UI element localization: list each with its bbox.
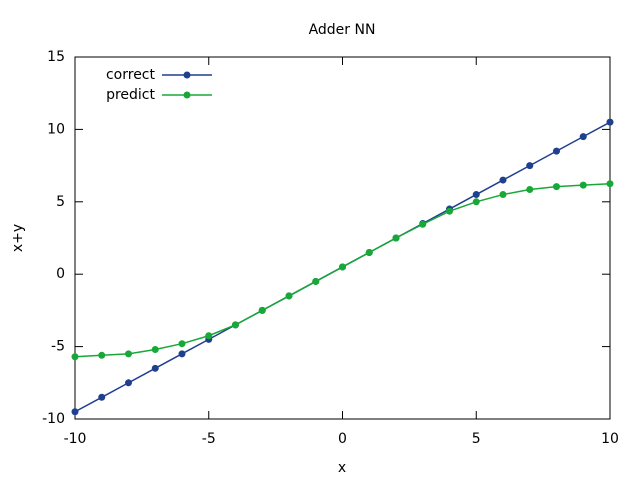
y-tick-label: 0 xyxy=(56,266,65,282)
data-point xyxy=(232,321,239,329)
y-tick-label: 5 xyxy=(56,194,65,210)
x-tick-label: -10 xyxy=(64,431,87,447)
data-point xyxy=(606,118,614,126)
data-point xyxy=(419,220,427,228)
data-point xyxy=(178,350,186,358)
y-tick-label: 15 xyxy=(47,49,65,65)
data-point xyxy=(472,198,480,206)
data-point xyxy=(312,277,320,285)
data-point xyxy=(125,379,132,387)
data-point xyxy=(579,181,587,189)
data-point xyxy=(151,364,159,372)
data-point xyxy=(285,292,293,300)
data-point xyxy=(553,147,560,155)
x-axis-label: x xyxy=(338,460,346,476)
data-point xyxy=(205,332,213,340)
data-point xyxy=(151,345,159,353)
data-point xyxy=(526,162,534,170)
legend-marker xyxy=(183,91,191,99)
plot-frame xyxy=(74,56,611,420)
data-point xyxy=(71,353,79,361)
data-point xyxy=(365,248,373,256)
legend-marker xyxy=(183,71,191,79)
data-point xyxy=(339,263,346,271)
x-tick-label: -5 xyxy=(202,431,216,447)
y-axis-label: x+y xyxy=(10,224,26,252)
data-point xyxy=(98,393,106,401)
x-tick-label: 5 xyxy=(472,431,481,447)
data-point xyxy=(446,207,453,215)
y-tick-label: 10 xyxy=(47,121,65,137)
data-point xyxy=(499,176,507,184)
y-tick-label: -10 xyxy=(42,411,65,427)
data-point xyxy=(579,133,587,141)
data-point xyxy=(392,234,400,242)
x-tick-label: 10 xyxy=(601,431,619,447)
data-point xyxy=(258,306,266,314)
x-tick-label: 0 xyxy=(338,431,347,447)
data-point xyxy=(178,340,186,348)
legend-label: correct xyxy=(106,67,156,83)
data-point xyxy=(553,183,560,191)
legend-label: predict xyxy=(106,87,155,103)
data-point xyxy=(71,408,79,416)
data-point xyxy=(606,180,614,188)
chart-title: Adder NN xyxy=(309,22,376,38)
data-point xyxy=(499,191,507,199)
data-point xyxy=(98,351,106,359)
data-point xyxy=(472,191,480,199)
data-point xyxy=(526,185,534,193)
y-tick-label: -5 xyxy=(51,339,65,355)
data-point xyxy=(125,350,132,358)
